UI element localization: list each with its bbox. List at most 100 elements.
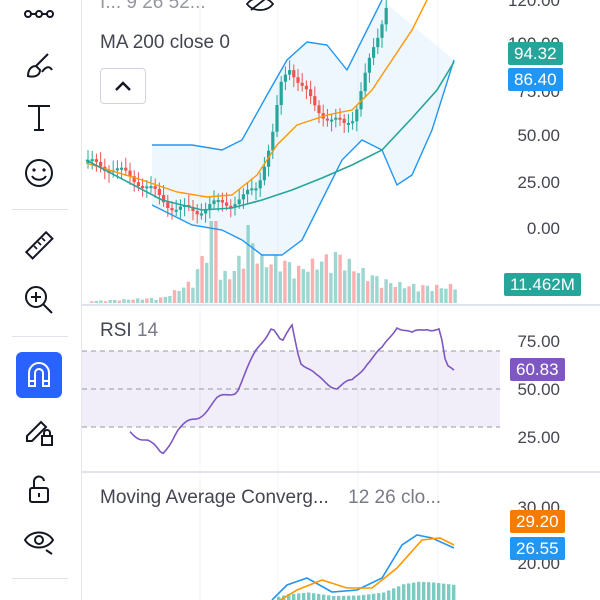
candle-body <box>120 167 124 170</box>
macd-histogram-bar <box>322 594 326 600</box>
macd-histogram <box>277 581 456 600</box>
candle-body <box>149 186 153 189</box>
macd-histogram-bar <box>387 590 391 600</box>
volume-bar <box>393 287 397 303</box>
ma-price-tag: 86.40 <box>508 68 563 91</box>
macd-histogram-bar <box>367 594 371 600</box>
candle-body <box>115 168 119 171</box>
volume-bar <box>94 300 98 303</box>
candle-body <box>233 204 237 207</box>
candle-body <box>90 159 94 162</box>
macd-histogram-bar <box>407 583 411 600</box>
macd-histogram-bar <box>317 593 321 600</box>
volume-bar <box>269 264 273 303</box>
volume-bar <box>131 299 135 303</box>
volume-bar <box>398 282 402 303</box>
price-axis-label: 50.00 <box>517 126 560 145</box>
macd-histogram-bar <box>452 584 456 600</box>
volume-bar <box>352 271 356 303</box>
volume-bar <box>228 279 232 303</box>
candle-body <box>225 202 229 206</box>
text-tool-button[interactable] <box>14 94 64 140</box>
volume-bar <box>274 254 278 303</box>
candle-body <box>141 186 145 189</box>
candle-body <box>304 85 308 90</box>
volume-bar <box>453 289 457 303</box>
macd-signal-tag: 29.20 <box>510 510 565 533</box>
emoji-tool-button[interactable] <box>14 150 64 196</box>
rsi-legend[interactable]: RSI 14 <box>100 320 158 342</box>
macd-histogram-bar <box>377 593 381 600</box>
macd-histogram-bar <box>312 593 316 600</box>
ma-legend[interactable]: MA 200 close 0 <box>100 32 230 53</box>
volume-bar <box>186 281 190 303</box>
volume-bar <box>324 254 328 303</box>
volume-bar <box>444 288 448 303</box>
macd-histogram-bar <box>327 595 331 600</box>
candle-body <box>338 117 342 120</box>
candle-body <box>204 209 208 214</box>
candle-body <box>262 166 266 181</box>
candle-body <box>367 57 371 73</box>
candle-body <box>170 207 174 211</box>
macd-histogram-bar <box>397 586 401 600</box>
top-indicator-legend[interactable]: I... 9 26 52... <box>100 0 206 13</box>
macd-value-tag: 26.55 <box>510 537 565 560</box>
volume-bar <box>361 267 365 303</box>
macd-legend-params: 12 26 clo... <box>348 487 442 508</box>
volume-bar <box>366 281 370 303</box>
macd-legend[interactable]: Moving Average Converg... 12 26 clo... <box>100 487 441 509</box>
candle-body <box>166 202 170 208</box>
chart-canvas[interactable] <box>82 0 600 600</box>
price-axis-label: 0.00 <box>526 219 560 238</box>
magnet-tool-button[interactable] <box>16 352 62 398</box>
candle-body <box>376 37 380 48</box>
candle-body <box>342 118 346 124</box>
unlock-tool-button[interactable] <box>14 466 64 512</box>
candle-body <box>346 122 350 125</box>
hide-indicator-icon[interactable] <box>245 0 275 11</box>
chevron-up-icon <box>115 81 131 91</box>
macd-histogram-bar <box>422 582 426 600</box>
toolbar-separator <box>12 336 68 337</box>
collapse-legend-button[interactable] <box>100 68 146 104</box>
volume-bar <box>154 299 158 303</box>
volume-bar <box>283 260 287 303</box>
volume-bar <box>301 269 305 303</box>
smiley-icon <box>25 159 53 187</box>
volume-bar <box>425 285 430 303</box>
macd-histogram-bar <box>307 592 311 600</box>
macd-histogram-bar <box>432 582 436 600</box>
candle-body <box>229 205 233 208</box>
volume-bar <box>251 243 255 303</box>
macd-histogram-bar <box>427 582 431 600</box>
rsi-line <box>129 322 455 455</box>
macd-histogram-bar <box>362 594 366 600</box>
lock-drawing-tool-button[interactable] <box>14 408 64 454</box>
candle-body <box>283 74 287 82</box>
zoom-tool-button[interactable] <box>14 277 64 323</box>
chart-area[interactable]: I... 9 26 52... MA 200 close 0 RSI 14 Mo… <box>82 0 600 600</box>
candle-body <box>216 200 220 203</box>
macd-histogram-bar <box>357 595 361 600</box>
volume-bar <box>310 258 315 303</box>
macd-histogram-bar <box>332 596 336 600</box>
measure-tool-button[interactable] <box>14 222 64 268</box>
visibility-tool-button[interactable] <box>14 518 64 564</box>
volume-bar <box>412 283 416 303</box>
macd-histogram-bar <box>292 593 296 600</box>
pattern-tool-button[interactable] <box>14 0 64 32</box>
volume-bar <box>209 221 213 303</box>
candle-body <box>212 200 216 205</box>
macd-histogram-bar <box>442 583 446 600</box>
macd-histogram-bar <box>382 592 386 600</box>
volume-bar <box>99 300 103 303</box>
volume-bar <box>421 285 425 303</box>
volume-bar <box>435 284 439 303</box>
volume-bar <box>329 272 333 303</box>
volume-bar <box>136 298 140 303</box>
volume-bar <box>448 283 453 303</box>
brush-tool-button[interactable] <box>14 42 64 88</box>
macd-line <box>271 534 455 600</box>
bollinger-lower-line <box>151 59 455 256</box>
